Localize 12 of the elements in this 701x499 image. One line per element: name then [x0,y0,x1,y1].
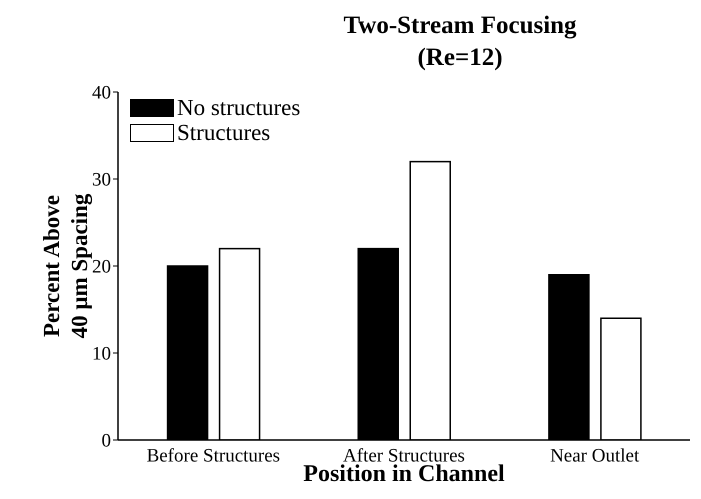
y-axis-title: Percent Above 40 μm Spacing [38,194,92,338]
y-tick-label: 20 [92,256,111,278]
legend-label: No structures [177,95,300,120]
x-tick-label: Near Outlet [550,445,640,466]
y-tick-label: 40 [92,82,111,104]
y-tick-label: 0 [102,430,111,452]
x-axis-title: Position in Channel [303,461,505,487]
y-tick-label: 10 [92,344,111,365]
legend-label: Structures [177,120,270,145]
y-tick-label: 30 [92,170,111,191]
chart-title: Two-Stream Focusing (Re=12) [342,11,578,73]
x-tick-label: Before Structures [146,445,280,466]
